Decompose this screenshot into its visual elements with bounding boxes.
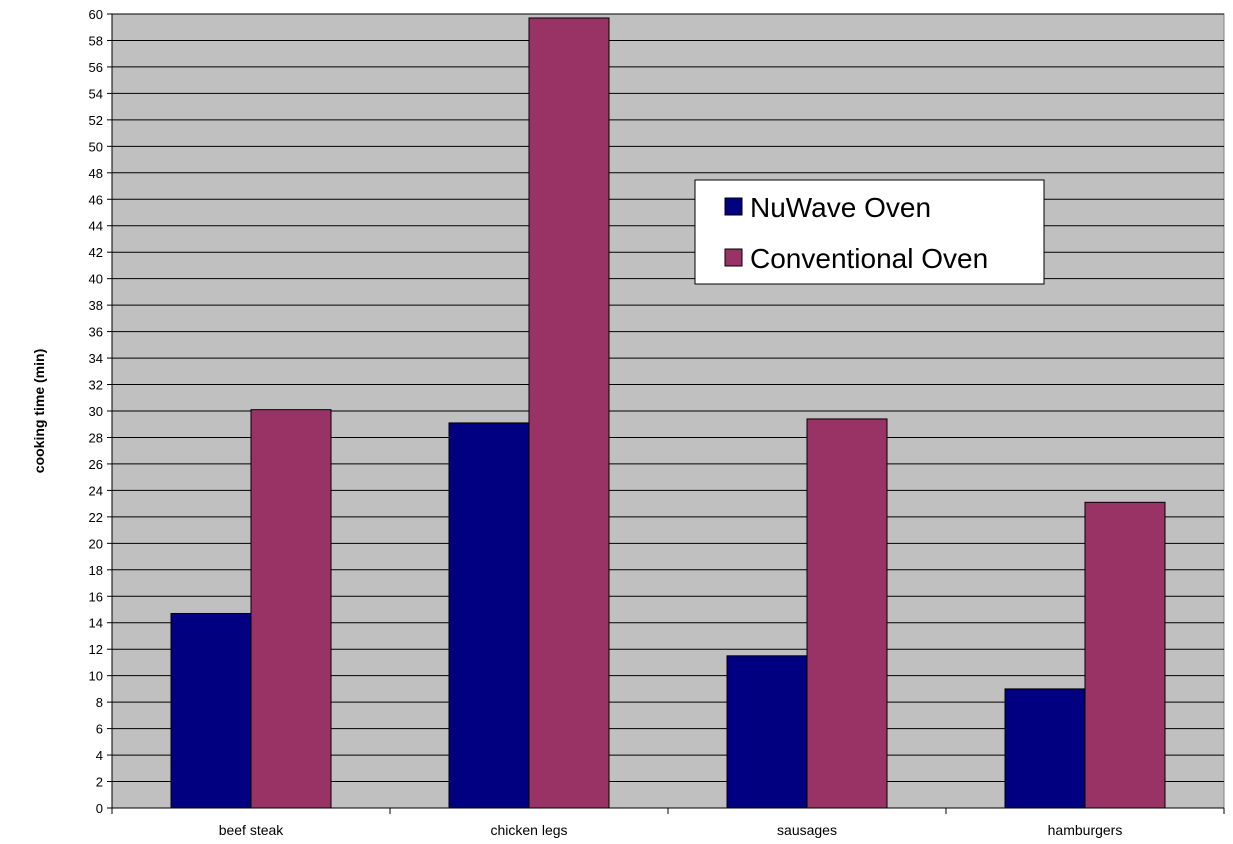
y-tick-label: 58: [89, 33, 103, 48]
y-tick-label: 0: [96, 801, 103, 816]
y-tick-label: 52: [89, 113, 103, 128]
legend-label-conventional: Conventional Oven: [750, 243, 988, 274]
x-tick-label: beef steak: [219, 822, 285, 838]
y-tick-label: 6: [96, 722, 103, 737]
y-axis-ticks: 0246810121416182022242628303234363840424…: [89, 7, 112, 816]
y-tick-label: 18: [89, 563, 103, 578]
bar-conventional: [250, 409, 332, 809]
y-tick-label: 54: [89, 86, 103, 101]
x-axis-ticks: beef steak chicken legs sausages hamburgers: [111, 808, 1225, 838]
y-tick-label: 20: [89, 536, 103, 551]
y-tick-label: 46: [89, 192, 103, 207]
y-tick-label: 8: [96, 695, 103, 710]
y-tick-label: 42: [89, 245, 103, 260]
y-tick-label: 38: [89, 298, 103, 313]
x-tick-label: sausages: [777, 822, 837, 838]
y-tick-label: 50: [89, 139, 103, 154]
bar-nuwave: [170, 612, 252, 809]
legend: NuWave Oven Conventional Oven: [694, 179, 1045, 285]
bars: [170, 17, 1166, 809]
x-tick-label: hamburgers: [1048, 822, 1123, 838]
y-tick-label: 4: [96, 748, 103, 763]
bar-nuwave: [1004, 688, 1086, 809]
y-tick-label: 30: [89, 404, 103, 419]
y-tick-label: 16: [89, 589, 103, 604]
y-tick-label: 28: [89, 430, 103, 445]
legend-label-nuwave: NuWave Oven: [750, 192, 931, 223]
bar-nuwave: [448, 422, 530, 809]
y-tick-label: 36: [89, 325, 103, 340]
y-tick-label: 2: [96, 775, 103, 790]
y-tick-label: 24: [89, 483, 103, 498]
legend-swatch-nuwave: [724, 197, 743, 216]
bar-conventional: [1084, 501, 1166, 809]
bar-conventional: [806, 418, 888, 809]
legend-swatch-conventional: [724, 248, 743, 267]
bar-conventional: [528, 17, 610, 809]
y-tick-label: 10: [89, 669, 103, 684]
y-tick-label: 34: [89, 351, 103, 366]
y-tick-label: 40: [89, 272, 103, 287]
y-tick-label: 56: [89, 60, 103, 75]
y-tick-label: 60: [89, 7, 103, 22]
y-tick-label: 48: [89, 166, 103, 181]
y-tick-label: 26: [89, 457, 103, 472]
y-tick-label: 32: [89, 378, 103, 393]
y-tick-label: 12: [89, 642, 103, 657]
legend-box: [694, 179, 1045, 285]
y-tick-label: 22: [89, 510, 103, 525]
y-tick-label: 44: [89, 219, 103, 234]
y-tick-label: 14: [89, 616, 103, 631]
y-axis-label: cooking time (min): [31, 349, 47, 473]
x-tick-label: chicken legs: [490, 822, 567, 838]
bar-nuwave: [726, 655, 808, 809]
